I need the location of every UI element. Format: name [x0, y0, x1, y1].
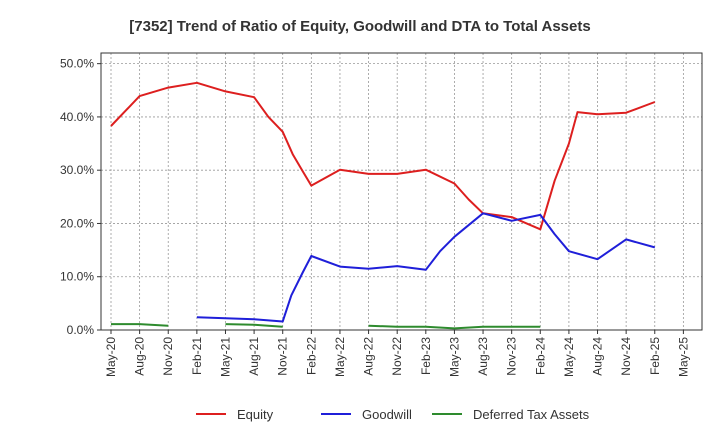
x-axis: May-20 Aug-20 Nov-20 Feb-21 May-21 Aug-21 Nov-… — [104, 330, 690, 377]
grid — [101, 53, 702, 331]
x-tick-label: Feb-24 — [533, 337, 547, 375]
x-tick-label: Aug-21 — [247, 337, 261, 376]
x-tick-label: Nov-20 — [161, 337, 175, 376]
x-tick-label: Aug-24 — [591, 337, 605, 376]
series-line-equity — [110, 81, 656, 231]
legend-label-equity: Equity — [237, 407, 274, 422]
x-tick-label: Nov-22 — [390, 337, 404, 376]
series-line-goodwill — [196, 212, 656, 323]
x-tick-label: Feb-21 — [190, 337, 204, 375]
x-tick-label: May-21 — [218, 337, 232, 377]
plot-area — [100, 52, 703, 331]
series-line-deferred-tax-assets — [225, 323, 283, 328]
x-tick-label: Aug-22 — [362, 337, 376, 376]
x-tick-label: Nov-21 — [276, 337, 290, 376]
legend: Equity Goodwill Deferred Tax Assets — [196, 407, 590, 422]
y-axis: 0.0% 10.0% 20.0% 30.0% 40.0% 50.0% — [60, 57, 101, 337]
x-tick-label: Nov-24 — [619, 337, 633, 376]
x-tick-label: Aug-23 — [476, 337, 490, 376]
y-tick-label: 30.0% — [60, 163, 94, 177]
legend-label-goodwill: Goodwill — [362, 407, 412, 422]
series-line-deferred-tax-assets — [111, 323, 169, 327]
x-tick-label: May-23 — [447, 337, 461, 377]
legend-label-deferred-tax-assets: Deferred Tax Assets — [473, 407, 590, 422]
x-tick-label: Feb-23 — [419, 337, 433, 375]
y-tick-label: 0.0% — [67, 323, 95, 337]
x-tick-label: Feb-22 — [304, 337, 318, 375]
x-tick-label: May-24 — [562, 337, 576, 377]
x-tick-label: May-20 — [104, 337, 118, 377]
x-tick-label: Aug-20 — [133, 337, 147, 376]
series-layer — [110, 81, 656, 330]
x-tick-label: May-22 — [333, 337, 347, 377]
y-tick-label: 20.0% — [60, 216, 94, 230]
series-line-deferred-tax-assets — [368, 324, 541, 330]
x-tick-label: Feb-25 — [648, 337, 662, 375]
y-tick-label: 40.0% — [60, 110, 94, 124]
x-tick-label: May-25 — [676, 337, 690, 377]
x-tick-label: Nov-23 — [505, 337, 519, 376]
chart-title: [7352] Trend of Ratio of Equity, Goodwil… — [129, 18, 590, 35]
y-tick-label: 10.0% — [60, 270, 94, 284]
y-tick-label: 50.0% — [60, 57, 94, 71]
